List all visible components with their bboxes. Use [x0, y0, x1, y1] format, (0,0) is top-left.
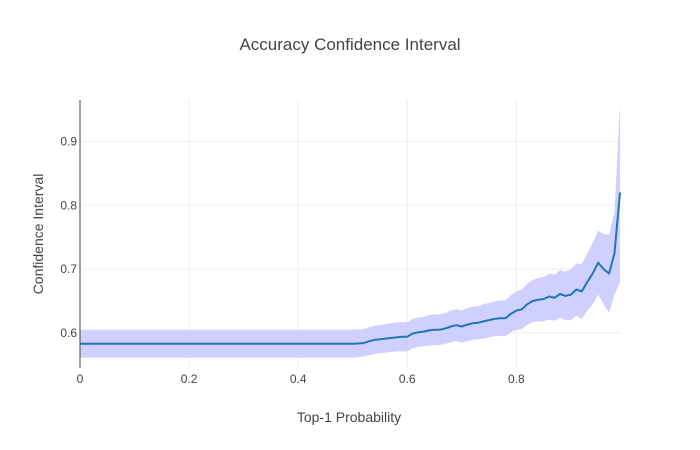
y-tick-label: 0.6: [60, 326, 77, 340]
confidence-band: [80, 103, 620, 358]
y-tick-label: 0.7: [60, 262, 77, 276]
x-tick-label: 0: [77, 372, 84, 386]
confidence-band-layer: [80, 103, 620, 358]
y-tick-label: 0.8: [60, 198, 77, 212]
accuracy-line: [80, 192, 621, 345]
x-tick-label: 0.4: [290, 372, 307, 386]
tick-layer: 0 0.2 0.4 0.6 0.8 0.6 0.7 0.8 0.9: [60, 134, 525, 386]
x-tick-label: 0.2: [181, 372, 198, 386]
grid-layer: [80, 100, 620, 368]
x-tick-label: 0.8: [508, 372, 525, 386]
line-layer: [80, 192, 621, 345]
y-tick-label: 0.9: [60, 134, 77, 148]
chart-title: Accuracy Confidence Interval: [239, 35, 460, 54]
x-tick-label: 0.6: [399, 372, 416, 386]
y-axis-title: Confidence Interval: [30, 174, 46, 295]
x-axis-title: Top-1 Probability: [297, 409, 401, 425]
